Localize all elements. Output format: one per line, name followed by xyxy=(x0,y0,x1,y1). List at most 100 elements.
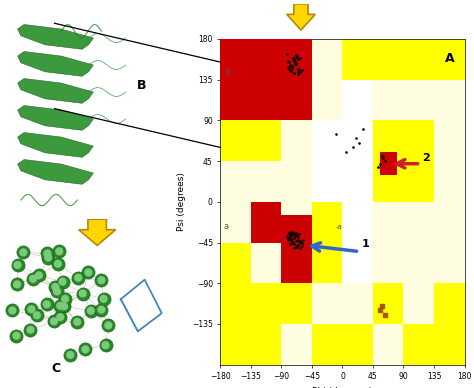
Point xyxy=(33,312,41,319)
Point xyxy=(359,126,366,132)
Point xyxy=(297,69,304,75)
Text: A: A xyxy=(445,52,455,66)
Point xyxy=(27,327,34,333)
Point xyxy=(292,54,300,60)
FancyArrow shape xyxy=(79,219,116,246)
Bar xyxy=(251,39,312,120)
Point xyxy=(54,261,62,267)
Point xyxy=(292,237,300,244)
Bar xyxy=(312,202,342,242)
Point xyxy=(35,272,43,279)
Point xyxy=(82,346,89,352)
Point xyxy=(14,262,21,268)
Text: -a: -a xyxy=(336,224,342,230)
Point xyxy=(55,248,63,255)
Point xyxy=(349,144,356,151)
Bar xyxy=(251,324,282,365)
Bar xyxy=(342,80,373,120)
Point xyxy=(13,333,20,339)
Bar xyxy=(342,324,373,365)
Point xyxy=(285,237,292,243)
Point xyxy=(293,53,301,59)
Point xyxy=(379,155,387,161)
Point xyxy=(284,58,292,64)
Point xyxy=(74,275,82,281)
Point xyxy=(298,68,306,74)
Point xyxy=(59,279,66,285)
Point xyxy=(98,277,105,283)
Point xyxy=(293,233,301,239)
Point xyxy=(27,306,35,312)
Point xyxy=(19,249,27,255)
Point xyxy=(291,58,299,64)
Point xyxy=(13,281,21,288)
Text: 1: 1 xyxy=(362,239,369,249)
Point xyxy=(61,296,69,302)
Point xyxy=(79,290,86,296)
Point xyxy=(287,236,295,242)
Point xyxy=(295,71,302,77)
Point xyxy=(284,65,292,71)
Point xyxy=(286,232,293,238)
Point xyxy=(289,229,297,235)
Point xyxy=(60,303,68,310)
Bar xyxy=(403,324,465,365)
Point xyxy=(45,255,52,261)
Point xyxy=(286,68,293,74)
Point xyxy=(376,161,383,167)
Bar xyxy=(312,120,373,202)
Point xyxy=(288,65,295,71)
Point xyxy=(100,296,108,302)
Point xyxy=(294,242,301,248)
Bar xyxy=(220,39,282,80)
Point xyxy=(55,248,63,255)
Point xyxy=(297,239,304,245)
Bar xyxy=(312,324,342,365)
Point xyxy=(105,322,112,329)
Point xyxy=(290,57,298,64)
Point xyxy=(291,61,299,67)
Point xyxy=(290,57,298,63)
Bar xyxy=(373,283,403,324)
Point xyxy=(292,60,300,66)
Point xyxy=(289,64,296,70)
Bar xyxy=(282,242,312,283)
Bar xyxy=(220,283,282,365)
Point xyxy=(291,235,298,241)
Point xyxy=(59,279,66,285)
Bar xyxy=(282,39,312,80)
Point xyxy=(289,239,297,246)
Y-axis label: Psi (degrees): Psi (degrees) xyxy=(177,172,186,231)
Point xyxy=(82,346,89,352)
Point xyxy=(342,149,350,155)
Point xyxy=(87,308,95,314)
FancyArrow shape xyxy=(287,4,315,30)
Point xyxy=(33,312,41,319)
Bar xyxy=(373,39,403,80)
Point xyxy=(296,239,303,245)
Point xyxy=(332,131,339,137)
Point xyxy=(44,250,51,256)
Point xyxy=(297,237,304,244)
Bar xyxy=(373,120,434,202)
Point xyxy=(56,303,64,309)
Point xyxy=(54,261,62,267)
Point xyxy=(27,306,35,312)
Bar xyxy=(220,242,251,283)
Point xyxy=(294,55,301,62)
Point xyxy=(290,241,298,248)
Point xyxy=(300,237,307,243)
Point xyxy=(286,63,293,69)
Point xyxy=(56,314,64,320)
Point xyxy=(44,250,51,256)
Polygon shape xyxy=(18,78,93,103)
Point xyxy=(100,296,108,302)
Point xyxy=(283,51,291,57)
Point xyxy=(294,66,301,72)
Point xyxy=(291,70,298,76)
Point xyxy=(56,314,64,320)
Point xyxy=(378,153,385,159)
Point xyxy=(60,303,68,310)
Point xyxy=(53,288,61,294)
Point xyxy=(286,62,294,68)
